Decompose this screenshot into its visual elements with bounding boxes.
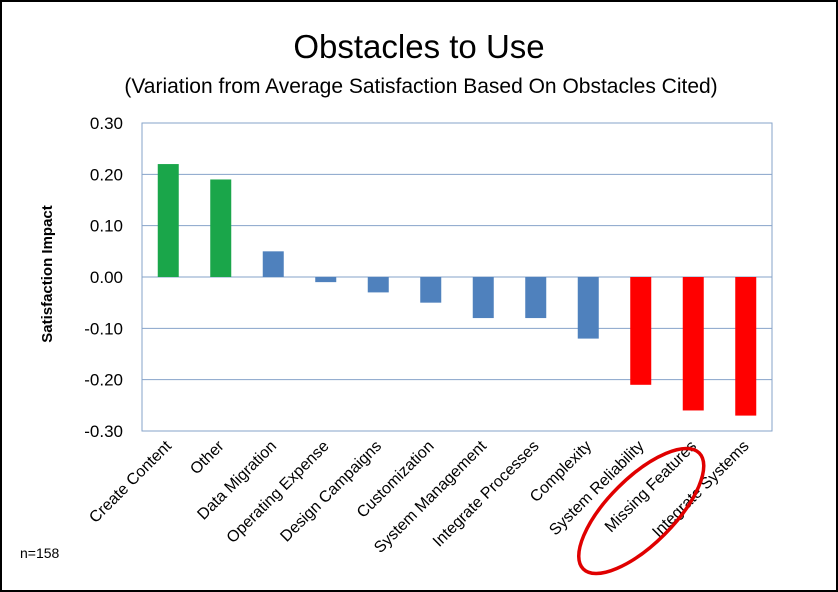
bar [682, 277, 704, 411]
x-tick-label: Other [187, 437, 228, 478]
bar [367, 277, 389, 293]
bar [735, 277, 757, 416]
y-tick-label: 0.20 [90, 165, 123, 184]
x-tick-label: Create Content [86, 437, 175, 526]
x-tick-label: Operating Expense [224, 438, 333, 547]
bar [210, 179, 232, 277]
x-tick-label: Integrate Processes [430, 438, 543, 551]
bar [577, 277, 599, 339]
y-tick-label: -0.10 [84, 319, 123, 338]
gridlines [141, 122, 773, 432]
y-tick-label: 0.10 [90, 217, 123, 236]
y-tick-label: -0.20 [84, 371, 123, 390]
y-tick-label: 0.30 [90, 114, 123, 133]
bar [262, 251, 284, 277]
bar [157, 164, 179, 277]
bar [472, 277, 494, 319]
bar [315, 277, 337, 283]
bar [630, 277, 652, 385]
y-tick-label: -0.30 [84, 422, 123, 441]
bar [525, 277, 547, 319]
bar [420, 277, 442, 303]
bars [157, 164, 757, 416]
highlight-ellipse [576, 446, 706, 576]
chart-subtitle: (Variation from Average Satisfaction Bas… [124, 75, 717, 98]
y-tick-label: 0.00 [90, 268, 123, 287]
sample-size-note: n=158 [20, 545, 60, 561]
annotations [576, 446, 706, 576]
x-tick-label: Design Campaigns [277, 438, 385, 546]
chart-title: Obstacles to Use [293, 28, 544, 65]
y-tick-labels: 0.30 0.20 0.10 0.00 -0.10 -0.20 -0.30 [84, 114, 123, 441]
y-axis-label: Satisfaction Impact [39, 205, 56, 343]
x-tick-label: System Reliability [546, 438, 647, 539]
